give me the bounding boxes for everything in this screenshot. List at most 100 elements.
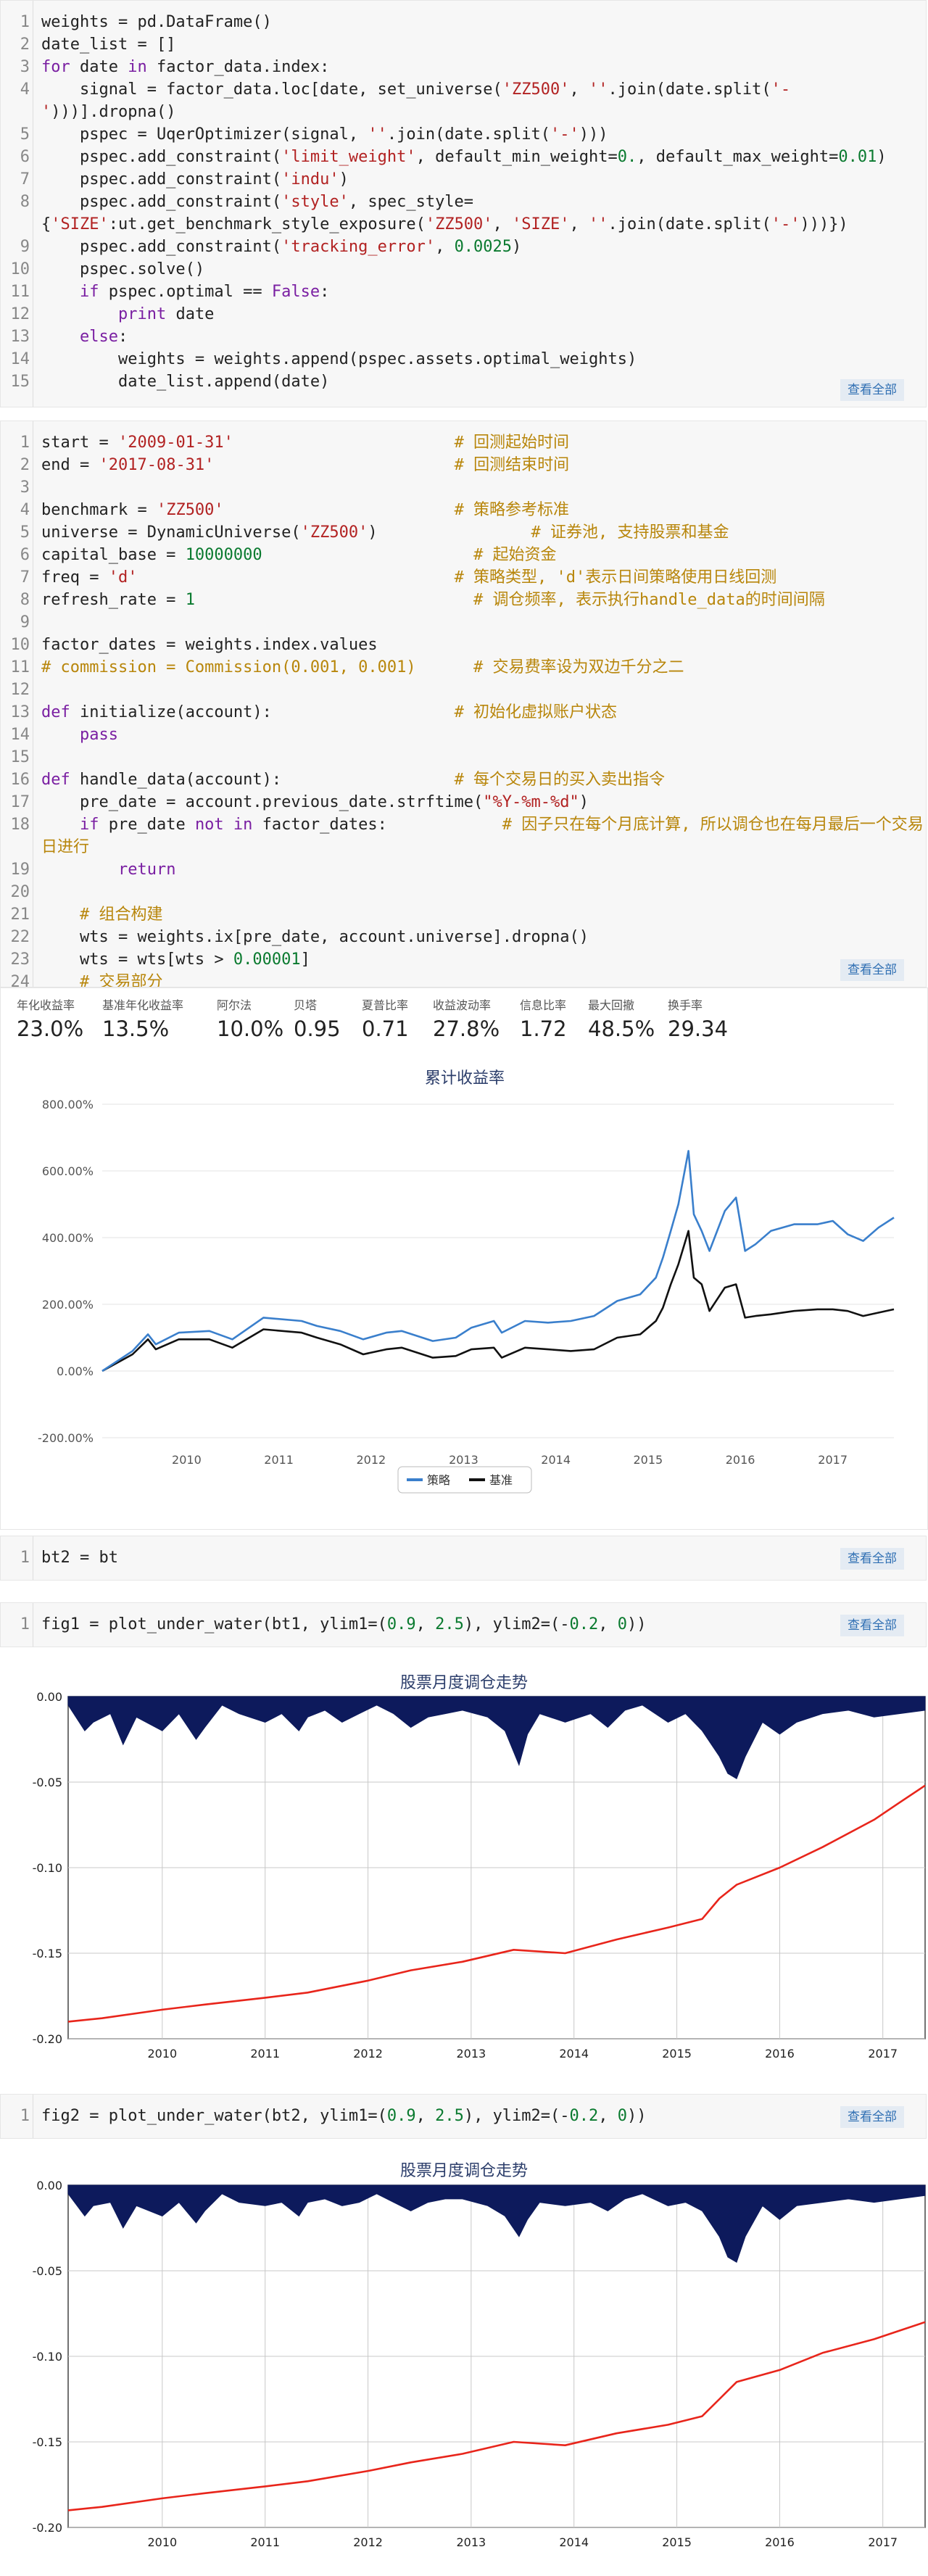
expand-all-button[interactable]: 查看全部 [840,959,904,981]
line-number: 3 [20,479,30,497]
code-cell-bt2[interactable]: 1 bt2 = bt 查看全部 [0,1536,927,1581]
code-text: factor_dates = weights.index.values [41,636,378,654]
metric-label: 收益波动率 [433,998,492,1012]
code-text: # commission = Commission(0.001, 0.001) … [41,658,684,676]
expand-all-button[interactable]: 查看全部 [840,2106,904,2128]
line-number: 3 [20,58,30,76]
y-tick-label: -0.15 [33,1947,62,1960]
x-tick-label: 2015 [662,2535,692,2549]
code-text: else: [79,328,128,346]
line-number: 4 [20,80,30,99]
metric-item: 收益波动率 27.8% [433,997,500,1043]
underwater-chart-1: 0.00 -0.05 -0.10 -0.15 -0.20 2010 2011 2012 2013… [33,1690,926,2061]
line-number: 15 [10,373,30,391]
code-text: if pspec.optimal == False: [79,283,330,301]
x-tick-label: 2014 [559,2535,589,2549]
y-tick-label: -200.00% [38,1431,94,1445]
y-tick-label: 0.00 [36,2179,62,2192]
code-text: capital_base = 10000000 # 起始资金 [41,546,557,564]
x-tick-label: 2013 [456,2535,486,2549]
line-number: 15 [10,748,30,766]
code-cell-backtest[interactable]: 1 start = '2009-01-31' # 回测起始时间 2 end = '20… [0,421,927,987]
metric-label: 信息比率 [520,998,567,1012]
legend-label: 基准 [489,1473,513,1487]
metric-item: 基准年化收益率 13.5% [102,997,183,1043]
x-tick-label: 2012 [353,2047,383,2061]
line-number: 5 [20,523,30,542]
metric-label: 夏普比率 [362,998,409,1012]
line-number: 14 [10,726,30,744]
metric-item: 年化收益率 23.0% [17,997,83,1043]
line-number: 17 [10,793,30,811]
line-number: 13 [10,328,30,346]
line-number: 9 [20,613,30,631]
code-text: freq = 'd' # 策略类型, 'd'表示日间策略使用日线回测 [41,568,777,587]
line-number: 24 [10,973,30,987]
line-number-gutter [1,1,33,407]
y-tick-label: -0.05 [33,1776,62,1789]
expand-all-button[interactable]: 查看全部 [840,1615,904,1636]
x-tick-label: 2013 [449,1453,478,1467]
line-number: 13 [10,703,30,721]
metric-value: 0.71 [362,1016,409,1041]
line-number: 1 [20,2107,30,2125]
metric-item: 阿尔法 10.0% [217,997,283,1043]
metric-item: 贝塔 0.95 [294,997,341,1043]
legend-label: 策略 [427,1473,450,1487]
y-tick-label: -0.15 [33,2435,62,2449]
y-tick-label: 800.00% [42,1098,94,1111]
code-text: bt2 = bt [41,1549,118,1567]
line-number: 1 [20,434,30,452]
code-text: print date [117,305,215,323]
line-number: 11 [10,283,30,301]
metric-label: 年化收益率 [17,998,75,1012]
y-tick-label: -0.10 [33,2350,62,2364]
code-text: date_list = [] [41,36,176,54]
line-number: 4 [20,501,30,519]
line-number: 2 [20,456,30,474]
line-number: 14 [10,350,30,368]
metric-label: 基准年化收益率 [102,998,184,1012]
code-text: pspec.add_constraint('tracking_error', 0… [41,238,522,256]
metric-item: 夏普比率 0.71 [362,997,409,1043]
line-number: 8 [20,591,30,609]
code-text: date_list.append(date) [41,373,330,391]
ratio-line [67,1784,926,2023]
x-tick-label: 2014 [559,2047,589,2061]
metric-value: 10.0% [217,1016,284,1041]
line-number: 12 [10,305,30,323]
code-text: def initialize(account): # 初始化虚拟账户状态 [41,703,618,721]
y-tick-label: 200.00% [42,1298,94,1312]
line-number: 8 [20,193,30,211]
cumulative-return-title: 累计收益率 [424,1069,505,1088]
code-text: signal = factor_data.loc[date, set_unive… [41,80,791,99]
x-tick-label: 2013 [456,2047,486,2061]
code-cell-fig2[interactable]: 1 fig2 = plot_under_water(bt2, ylim1=(0.9… [0,2094,927,2139]
code-text: start = '2009-01-31' # 回测起始时间 [41,434,570,452]
expand-all-button[interactable]: 查看全部 [840,1548,904,1570]
line-number: 9 [20,238,30,256]
code-text: pspec.add_constraint('style', spec_style… [41,193,474,211]
ratio-line [67,2321,926,2511]
cumulative-return-chart: 800.00% 600.00% 400.00% 200.00% 0.00% -200.00… [38,1098,895,1494]
x-tick-label: 2016 [765,2535,795,2549]
code-text: end = '2017-08-31' # 回测结束时间 [41,456,570,474]
x-tick-label: 2017 [868,2535,898,2549]
line-number: 20 [10,883,30,901]
code-cell-weights[interactable]: 1 weights = pd.DataFrame() 2 date_list = []… [0,0,927,407]
expand-all-button[interactable]: 查看全部 [840,379,904,401]
line-number: 23 [10,951,30,969]
code-text: wts = weights.ix[pre_date, account.unive… [41,928,589,946]
code-text: fig2 = plot_under_water(bt2, ylim1=(0.9,… [41,2107,647,2125]
x-tick-label: 2010 [147,2535,177,2549]
line-number: 6 [20,546,30,564]
line-number: 22 [10,928,30,946]
y-tick-label: 0.00 [36,1690,62,1704]
code-text: weights = weights.append(pspec.assets.op… [41,350,637,368]
line-number: 2 [20,36,30,54]
x-tick-label: 2012 [356,1453,386,1467]
code-text: pass [79,726,118,744]
code-text: ')))].dropna() [41,103,176,121]
series-line [102,1230,895,1372]
code-cell-fig1[interactable]: 1 fig1 = plot_under_water(bt1, ylim1=(0.9… [0,1602,927,1647]
